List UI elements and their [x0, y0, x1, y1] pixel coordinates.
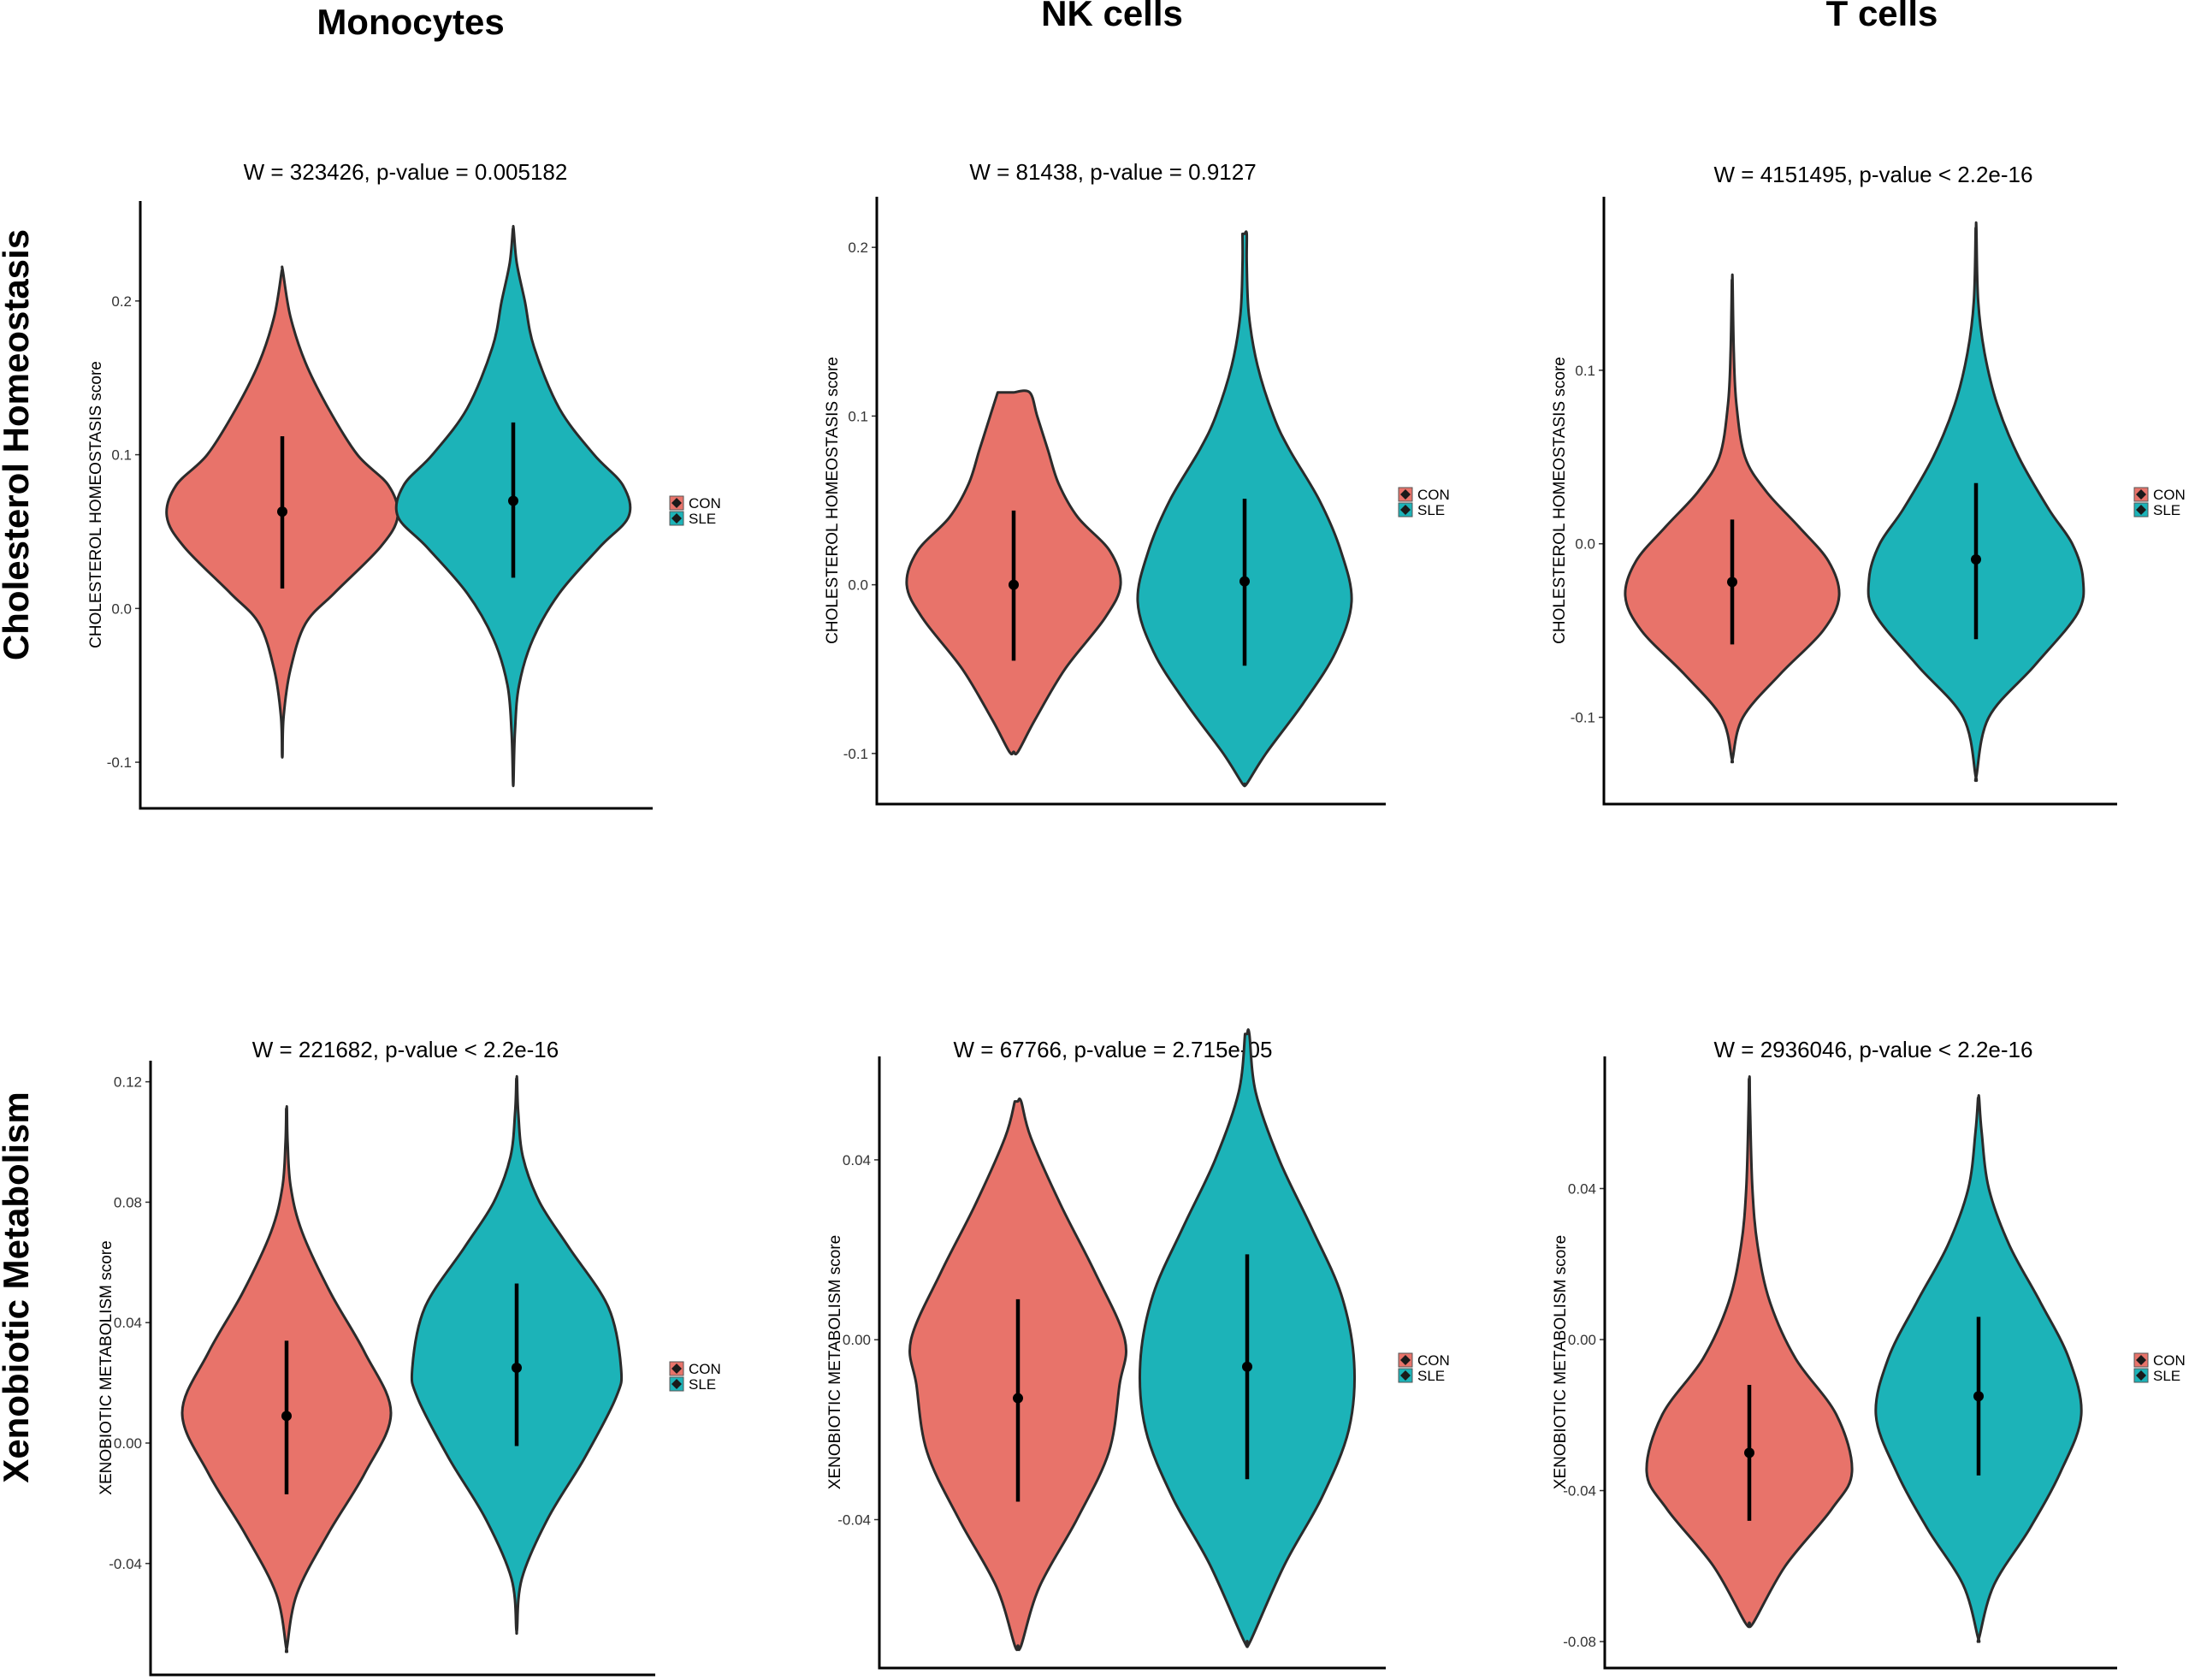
y-tick-label: 0.12 [114, 1074, 142, 1091]
legend-key-con [1400, 1355, 1411, 1365]
y-tick-label: -0.1 [1571, 710, 1595, 726]
y-tick-label: -0.04 [109, 1556, 142, 1572]
panel-title: W = 4151495, p-value < 2.2e-16 [1714, 162, 2033, 187]
y-axis-label: XENOBIOTIC METABOLISM score [826, 1235, 844, 1489]
y-tick-label: 0.00 [843, 1332, 871, 1348]
legend-label-con: CON [1417, 487, 1450, 503]
y-tick-label: 0.08 [114, 1194, 142, 1210]
panel-monocytes-xenobiotic: W = 221682, p-value < 2.2e-16 XENOBIOTIC … [98, 1037, 721, 1677]
panel-t-cells-cholesterol: W = 4151495, p-value < 2.2e-16 CHOLESTERO… [1551, 162, 2186, 806]
legend-key-con [1400, 489, 1411, 500]
y-tick-label: 0.2 [111, 293, 132, 310]
panel-nk-cells-cholesterol: W = 81438, p-value = 0.9127 CHOLESTEROL H… [824, 159, 1450, 806]
y-axis-label: CHOLESTEROL HOMEOSTASIS score [824, 357, 842, 644]
violin-con [1645, 1075, 1854, 1629]
violin-con [1624, 273, 1841, 764]
panel-title: W = 67766, p-value = 2.715e-05 [954, 1037, 1273, 1062]
axis-lines [1603, 1056, 2117, 1670]
y-tick-label: 0.04 [843, 1152, 871, 1168]
y-tick-label: -0.1 [107, 754, 132, 771]
legend-key-sle [1400, 505, 1411, 515]
y-tick-label: -0.1 [843, 746, 868, 762]
y-tick-label: 0.04 [114, 1315, 142, 1331]
mean-point-con [277, 506, 287, 518]
legend-label-sle: SLE [2153, 1368, 2180, 1384]
y-tick-label: -0.04 [1563, 1483, 1596, 1500]
y-axis-label: XENOBIOTIC METABOLISM score [1552, 1235, 1570, 1489]
y-tick-label: 0.0 [1575, 536, 1595, 553]
legend-label-con: CON [689, 1361, 721, 1377]
legend-key-sle [2136, 505, 2146, 515]
y-tick-label: 0.04 [1568, 1180, 1596, 1197]
mean-point-sle [1239, 576, 1250, 587]
y-tick-label: -0.04 [837, 1512, 871, 1529]
axis-lines [878, 1056, 1386, 1670]
mean-point-con [1744, 1447, 1754, 1458]
legend-key-con [671, 498, 682, 508]
mean-point-sle [1242, 1361, 1252, 1372]
y-axis-label: XENOBIOTIC METABOLISM score [98, 1240, 115, 1494]
axis-lines [149, 1061, 655, 1677]
legend-key-sle [2136, 1370, 2146, 1381]
legend-label-sle: SLE [1417, 1368, 1445, 1384]
y-tick-label: 0.0 [111, 600, 132, 617]
legend-label-sle: SLE [1417, 502, 1445, 518]
y-tick-label: 0.00 [1568, 1332, 1596, 1348]
panel-nk-cells-xenobiotic: W = 67766, p-value = 2.715e-05 XENOBIOTIC… [826, 1028, 1450, 1670]
mean-point-sle [508, 495, 518, 506]
y-tick-label: 0.2 [848, 240, 868, 256]
legend-label-con: CON [2153, 487, 2186, 503]
panel-title: W = 81438, p-value = 0.9127 [969, 159, 1256, 185]
column-title-monocytes: Monocytes [317, 2, 504, 42]
legend-label-con: CON [1417, 1352, 1450, 1369]
mean-point-sle [1973, 1391, 1984, 1402]
mean-point-con [1009, 579, 1019, 590]
column-title-nk-cells: NK cells [1041, 0, 1183, 33]
legend-label-con: CON [2153, 1352, 2186, 1369]
axis-lines [1602, 197, 2117, 806]
legend-key-con [671, 1364, 682, 1374]
legend-label-con: CON [689, 495, 721, 512]
legend-key-con [2136, 1355, 2146, 1365]
y-tick-label: 0.00 [114, 1435, 142, 1452]
column-title-t-cells: T cells [1826, 0, 1938, 33]
y-axis-label: CHOLESTEROL HOMEOSTASIS score [1551, 357, 1569, 644]
row-title-xenobiotic-metabolism: Xenobiotic Metabolism [0, 1091, 36, 1482]
y-axis-label: CHOLESTEROL HOMEOSTASIS score [87, 361, 105, 648]
y-tick-label: 0.1 [111, 447, 132, 464]
mean-point-con [1013, 1393, 1023, 1404]
y-tick-label: -0.08 [1563, 1634, 1596, 1650]
mean-point-sle [512, 1363, 522, 1373]
mean-point-con [1727, 577, 1737, 588]
y-tick-label: 0.1 [1575, 363, 1595, 379]
legend-label-sle: SLE [689, 511, 716, 527]
y-tick-label: 0.1 [848, 408, 868, 424]
panel-t-cells-xenobiotic: W = 2936046, p-value < 2.2e-16 XENOBIOTIC… [1552, 1037, 2186, 1670]
mean-point-con [281, 1411, 292, 1422]
panel-title: W = 323426, p-value = 0.005182 [244, 159, 568, 185]
legend-key-sle [671, 1379, 682, 1389]
panel-monocytes-cholesterol: W = 323426, p-value = 0.005182 CHOLESTERO… [87, 159, 721, 810]
y-tick-label: 0.0 [848, 577, 868, 594]
legend-key-sle [671, 513, 682, 524]
panel-title: W = 2936046, p-value < 2.2e-16 [1714, 1037, 2033, 1062]
mean-point-sle [1971, 553, 1981, 565]
legend-key-con [2136, 489, 2146, 500]
legend-label-sle: SLE [689, 1376, 716, 1393]
legend-key-sle [1400, 1370, 1411, 1381]
axis-lines [139, 201, 653, 810]
legend-label-sle: SLE [2153, 502, 2180, 518]
panel-title: W = 221682, p-value < 2.2e-16 [252, 1037, 559, 1062]
axis-lines [875, 197, 1386, 806]
row-title-cholesterol-homeostasis: Cholesterol Homeostasis [0, 229, 36, 660]
